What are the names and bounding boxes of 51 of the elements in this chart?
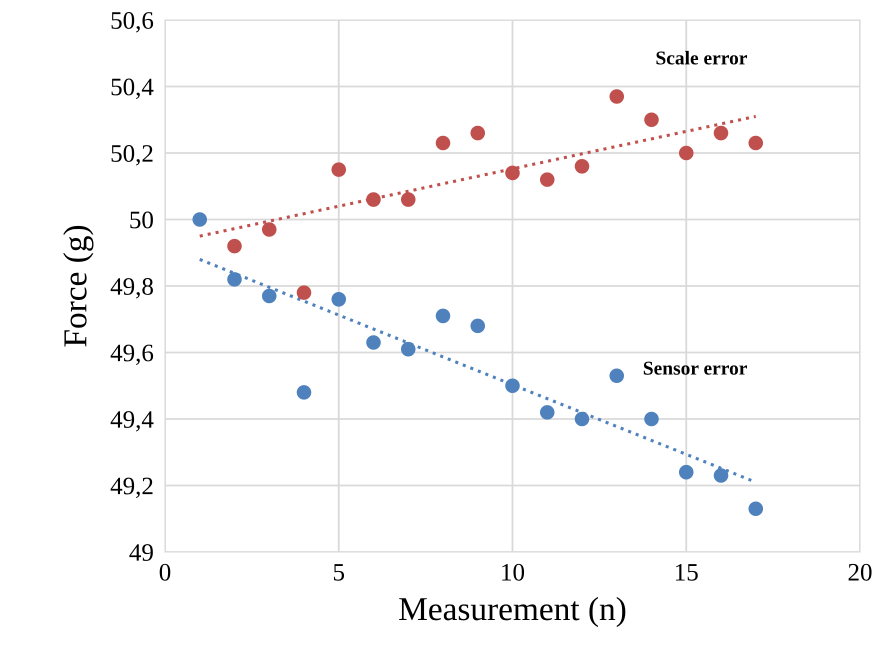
x-tick-label: 5 bbox=[334, 564, 344, 581]
point bbox=[540, 405, 555, 420]
point bbox=[678, 146, 694, 160]
point bbox=[331, 292, 346, 307]
point bbox=[470, 126, 486, 140]
point bbox=[400, 192, 416, 207]
point bbox=[609, 368, 624, 384]
series-label: Sensor error bbox=[644, 362, 747, 375]
x-tick-label: 20 bbox=[848, 564, 872, 581]
point bbox=[470, 318, 486, 334]
point bbox=[678, 464, 694, 480]
point bbox=[262, 288, 277, 304]
point bbox=[366, 335, 381, 350]
point bbox=[366, 192, 381, 207]
x-axis-title: Measurement (n) bbox=[399, 596, 626, 628]
y-tick-label: 49,6 bbox=[110, 344, 154, 366]
y-tick-label: 50,4 bbox=[112, 78, 154, 100]
y-tick-label: 49,8 bbox=[110, 278, 153, 299]
point bbox=[644, 412, 659, 426]
y-axis-title: Force (g) bbox=[63, 226, 94, 347]
point bbox=[262, 222, 277, 237]
point bbox=[748, 136, 764, 150]
point bbox=[714, 126, 728, 140]
point bbox=[505, 378, 520, 394]
point bbox=[574, 159, 590, 174]
y-tick-label: 50 bbox=[130, 212, 153, 228]
point bbox=[609, 89, 624, 104]
point bbox=[505, 166, 520, 180]
point bbox=[436, 308, 450, 324]
point bbox=[296, 285, 312, 300]
text: Scale error bbox=[656, 50, 747, 65]
x-tick-label: 10 bbox=[502, 564, 524, 581]
point bbox=[748, 501, 764, 516]
point bbox=[296, 385, 312, 400]
point bbox=[192, 212, 208, 227]
point bbox=[436, 136, 450, 150]
y-tick-label: 50,2 bbox=[112, 145, 153, 166]
point bbox=[540, 172, 555, 187]
point bbox=[331, 162, 346, 177]
y-tick-label: 49,4 bbox=[110, 411, 154, 432]
point bbox=[227, 238, 242, 254]
y-tick-label: 49 bbox=[129, 544, 153, 561]
point bbox=[227, 272, 242, 287]
x-tick-label: 15 bbox=[676, 564, 698, 581]
point bbox=[714, 468, 728, 483]
point bbox=[574, 412, 590, 426]
x-tick-label: 0 bbox=[160, 564, 170, 581]
y-tick-label: 49,2 bbox=[110, 478, 153, 498]
point bbox=[644, 112, 659, 128]
point bbox=[400, 342, 416, 356]
y-tick-label: 50,6 bbox=[112, 12, 154, 33]
